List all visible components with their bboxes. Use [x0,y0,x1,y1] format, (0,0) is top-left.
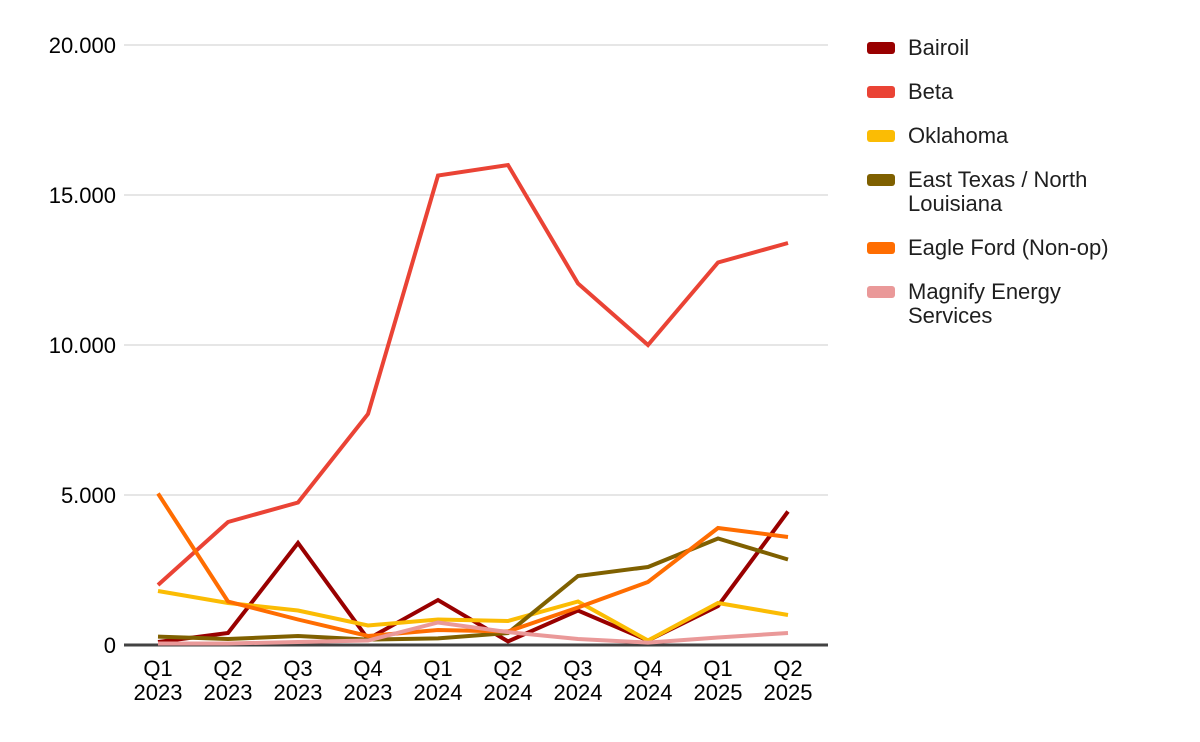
x-tick-label: Q2 2023 [204,656,253,705]
x-tick-label: Q4 2023 [344,656,393,705]
legend-label: Bairoil [908,35,970,60]
legend-swatch-east-texas-north-louisiana [867,174,895,186]
y-tick-label: 5.000 [61,483,116,508]
series-line-bairoil[interactable] [157,510,790,644]
legend-item-beta[interactable]: Beta [867,80,1126,104]
y-tick-label: 20.000 [49,33,116,58]
legend-item-bairoil[interactable]: Bairoil [867,36,1126,60]
legend-label: Magnify Energy Services [908,279,1061,328]
x-tick-label: Q1 2023 [134,656,183,705]
series-line-oklahoma[interactable] [157,589,789,643]
y-tick-label: 0 [104,633,116,658]
legend-label: Eagle Ford (Non-op) [908,235,1109,260]
legend-item-magnify-energy-services[interactable]: Magnify Energy Services [867,280,1126,328]
legend-item-eagle-ford-non-op[interactable]: Eagle Ford (Non-op) [867,236,1126,260]
legend-item-oklahoma[interactable]: Oklahoma [867,124,1126,148]
legend-swatch-oklahoma [867,130,895,142]
x-tick-label: Q1 2024 [414,656,463,705]
y-tick-label: 15.000 [49,183,116,208]
y-tick-label: 10.000 [49,333,116,358]
x-tick-label: Q3 2023 [274,656,323,705]
x-tick-label: Q1 2025 [694,656,743,705]
legend-label: East Texas / North Louisiana [908,167,1088,216]
series-line-magnify-energy-services[interactable] [158,620,789,646]
series-line-eagle-ford-non-op[interactable] [156,492,789,639]
chart-legend: Bairoil Beta Oklahoma East Texas / North… [867,36,1126,328]
series-line-east-texas-north-louisiana[interactable] [157,536,789,642]
legend-label: Oklahoma [908,123,1009,148]
x-tick-label: Q2 2024 [484,656,533,705]
legend-swatch-eagle-ford-non-op [867,242,895,254]
x-tick-label: Q3 2024 [554,656,603,705]
legend-label: Beta [908,79,954,104]
x-tick-label: Q4 2024 [624,656,673,705]
x-tick-label: Q2 2025 [764,656,813,705]
legend-item-east-texas-north-louisiana[interactable]: East Texas / North Louisiana [867,168,1126,216]
legend-swatch-beta [867,86,895,98]
series-line-beta[interactable] [156,162,789,587]
legend-swatch-magnify-energy-services [867,286,895,298]
legend-swatch-bairoil [867,42,895,54]
